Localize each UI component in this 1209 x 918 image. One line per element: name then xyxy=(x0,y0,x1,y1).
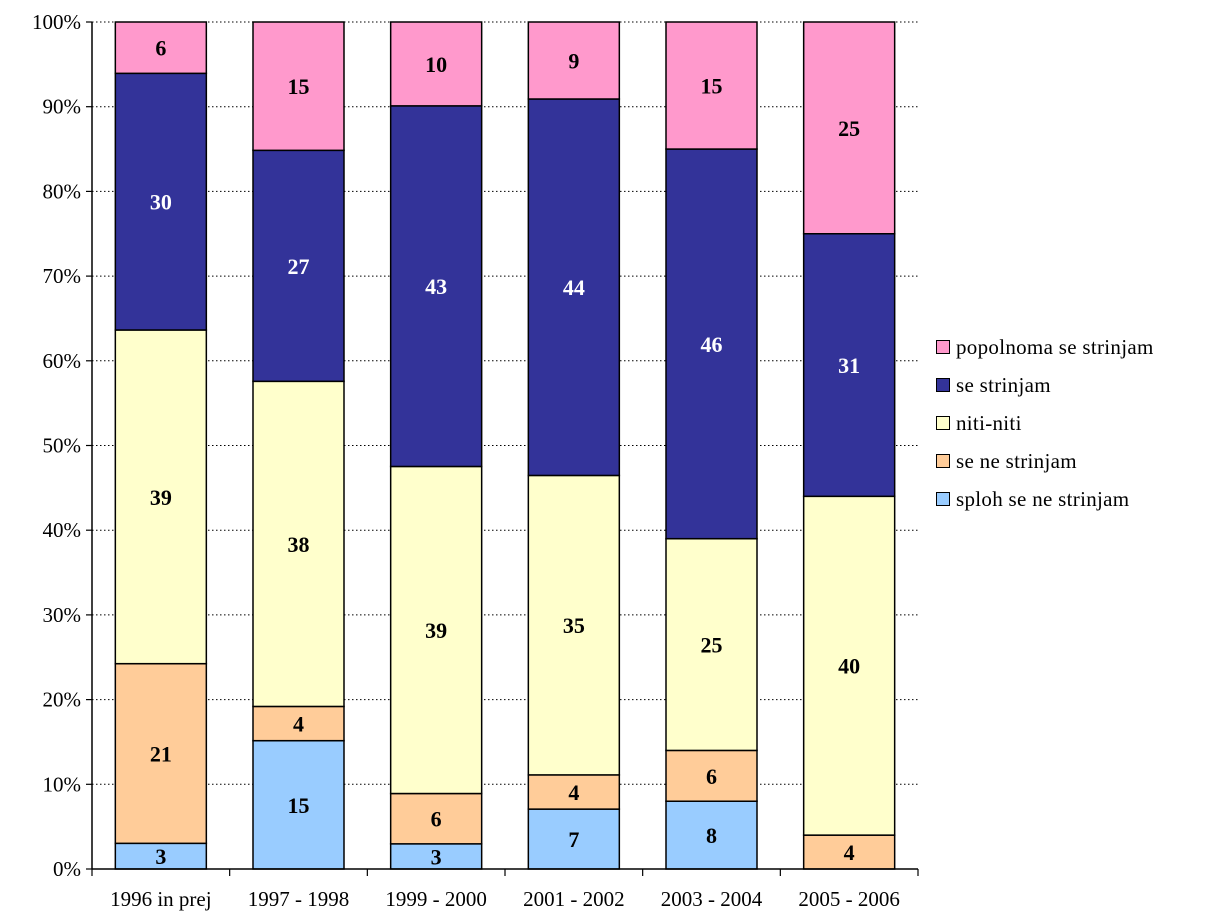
y-tick-label: 70% xyxy=(43,264,82,288)
bar-segment xyxy=(802,21,896,235)
chart-legend: popolnoma se strinjam se strinjam niti-nit… xyxy=(936,333,1154,523)
bar-segment xyxy=(527,21,621,100)
x-tick-label: 1999 - 2000 xyxy=(385,887,487,911)
bar-value-label: 8 xyxy=(706,823,717,848)
bar-segment xyxy=(665,21,758,150)
bar-value-label: 6 xyxy=(155,36,166,61)
legend-label: se strinjam xyxy=(956,372,1051,397)
legend-swatch xyxy=(936,340,950,354)
y-tick-label: 40% xyxy=(43,518,82,542)
y-tick-label: 100% xyxy=(32,10,81,34)
bar-value-label: 4 xyxy=(568,780,579,805)
bar-segment xyxy=(252,739,345,870)
x-axis-ticks: 1996 in prej 1997 - 1998 1999 - 2000 2001 -… xyxy=(91,869,919,911)
bar-value-label: 3 xyxy=(431,844,442,869)
y-tick-label: 90% xyxy=(43,95,82,119)
bar-segment xyxy=(114,662,208,845)
bar-value-label: 39 xyxy=(150,485,172,510)
x-tick-label: 1997 - 1998 xyxy=(248,887,350,911)
legend-swatch xyxy=(936,492,950,506)
bar-segment xyxy=(527,98,621,477)
x-tick-label: 2001 - 2002 xyxy=(523,887,625,911)
bar-segment xyxy=(389,792,483,845)
bar-value-label: 39 xyxy=(425,618,447,643)
legend-item: se ne strinjam xyxy=(936,447,1154,475)
legend-swatch xyxy=(936,416,950,430)
legend-label: sploh se ne strinjam xyxy=(956,486,1130,511)
bar-value-label: 4 xyxy=(293,712,304,737)
bar-value-label: 44 xyxy=(563,275,585,300)
y-tick-label: 80% xyxy=(43,179,82,203)
bar-segment xyxy=(114,842,208,870)
bar-segment xyxy=(389,843,483,870)
bars xyxy=(114,21,896,870)
bar-value-label: 6 xyxy=(706,764,717,789)
bar-segment xyxy=(527,808,621,870)
bar-segment xyxy=(389,21,483,107)
y-tick-label: 10% xyxy=(43,772,82,796)
bar-value-label: 25 xyxy=(838,116,860,141)
bar-segment xyxy=(389,105,483,468)
bar-segment xyxy=(114,329,208,665)
y-tick-label: 60% xyxy=(43,349,82,373)
bar-segment xyxy=(114,21,208,75)
bar-segment xyxy=(252,149,345,383)
bar-segment xyxy=(252,380,345,708)
legend-item: se strinjam xyxy=(936,371,1154,399)
x-tick-label: 1996 in prej xyxy=(110,887,211,911)
legend-item: popolnoma se strinjam xyxy=(936,333,1154,361)
bar-value-label: 15 xyxy=(288,793,310,818)
y-tick-label: 50% xyxy=(43,434,82,458)
legend-item: sploh se ne strinjam xyxy=(936,485,1154,513)
bar-segment xyxy=(665,148,758,540)
gridlines xyxy=(92,21,918,785)
bar-segment xyxy=(527,474,621,776)
bar-value-label: 38 xyxy=(288,532,310,557)
y-tick-label: 30% xyxy=(43,603,82,627)
bar-value-label: 6 xyxy=(431,807,442,832)
bar-segment xyxy=(252,21,345,152)
bar-segment xyxy=(114,72,208,331)
bar-segment xyxy=(527,774,621,810)
legend-label: niti-niti xyxy=(956,410,1022,435)
y-tick-label: 20% xyxy=(43,688,82,712)
bar-segment xyxy=(665,800,758,870)
legend-swatch xyxy=(936,454,950,468)
bar-value-label: 7 xyxy=(568,827,579,852)
bar-value-label: 15 xyxy=(288,74,310,99)
bar-value-label: 35 xyxy=(563,613,585,638)
bar-value-label: 21 xyxy=(150,742,172,767)
bar-value-label: 25 xyxy=(701,633,723,658)
bar-value-label: 15 xyxy=(701,74,723,99)
bar-value-label: 30 xyxy=(150,190,172,215)
bar-value-label: 9 xyxy=(568,49,579,74)
bar-value-label: 27 xyxy=(288,254,310,279)
legend-swatch xyxy=(936,378,950,392)
y-axis-ticks: 0% 10% 20% 30% 40% 50% 60% 70% 80% 90% 100% xyxy=(32,10,92,881)
x-tick-label: 2003 - 2004 xyxy=(661,887,763,911)
bar-value-label: 43 xyxy=(425,274,447,299)
y-tick-label: 0% xyxy=(53,857,81,881)
bar-segment xyxy=(802,233,896,498)
x-tick-label: 2005 - 2006 xyxy=(798,887,900,911)
bar-value-label: 4 xyxy=(844,840,855,865)
legend-label: popolnoma se strinjam xyxy=(956,334,1154,359)
bar-value-label: 10 xyxy=(425,52,447,77)
legend-item: niti-niti xyxy=(936,409,1154,437)
data-labels: 3 21 39 30 6 15 4 38 27 15 3 6 39 43 10 7 4 35 44 9 8 6 25 46 15… xyxy=(150,36,860,870)
bar-value-label: 3 xyxy=(155,844,166,869)
bar-value-label: 31 xyxy=(838,353,860,378)
bar-value-label: 46 xyxy=(701,332,723,357)
bar-value-label: 40 xyxy=(838,654,860,679)
legend-label: se ne strinjam xyxy=(956,448,1077,473)
bar-segment xyxy=(389,465,483,795)
bar-segment xyxy=(665,537,758,752)
